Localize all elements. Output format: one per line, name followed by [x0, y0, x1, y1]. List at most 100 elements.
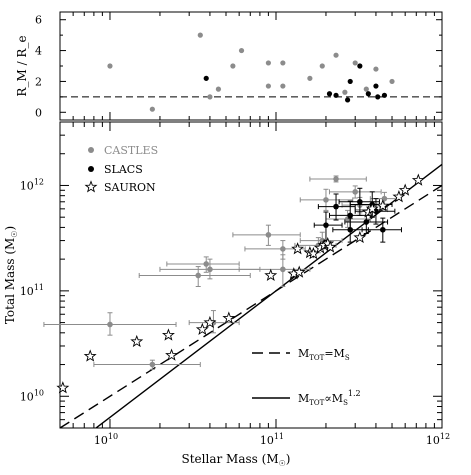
sauron-star-point — [376, 199, 390, 212]
slacs-ratio-point — [373, 83, 379, 89]
line-key-dashed-label: MTOT=MS — [298, 347, 350, 362]
main-y-tick-label: 1010 — [20, 388, 44, 403]
slacs-point — [323, 222, 329, 228]
castles-ratio-point — [197, 32, 203, 38]
castles-point — [280, 266, 286, 273]
castles-ratio-point — [107, 63, 113, 69]
castles-ratio-point — [352, 60, 358, 66]
legend-star-shape — [84, 180, 98, 193]
sauron-star-point — [203, 315, 217, 329]
sauron-star-point — [398, 183, 412, 196]
x-axis-label: Stellar Mass (M☉) — [182, 452, 291, 468]
slacs-point — [347, 212, 354, 219]
legend: CASTLES SLACS SAURON — [84, 144, 158, 194]
top-points — [107, 32, 395, 112]
sauron-star-point — [353, 230, 367, 244]
slacs-point — [347, 226, 354, 233]
sauron-star-point — [56, 381, 70, 394]
power-law-line — [94, 163, 442, 428]
castles-point — [280, 246, 286, 252]
castles-ratio-point — [265, 60, 271, 66]
main-x-tick-label: 1011 — [260, 432, 284, 447]
legend-slacs-label: SLACS — [104, 163, 143, 176]
sauron-star-point — [83, 349, 97, 362]
sauron-star-point — [392, 190, 406, 203]
equality-line — [60, 184, 442, 428]
slacs-ratio-point — [381, 92, 388, 98]
main-y-ticks: 1010 1011 1012 — [20, 121, 442, 429]
castles-point — [149, 361, 156, 368]
castles-ratio-point — [280, 60, 286, 66]
main-y-tick-label: 1011 — [20, 283, 44, 298]
castles-ratio-point — [149, 106, 155, 112]
sauron-star-point — [323, 240, 337, 253]
castles-point — [207, 266, 213, 273]
castles-ratio-point — [307, 75, 313, 81]
sauron-star-point — [222, 311, 236, 324]
slacs-point — [333, 203, 339, 210]
castles-point — [203, 261, 210, 267]
y-axis-label: Total Mass (M☉) — [3, 226, 19, 324]
main-panel-frame — [59, 121, 443, 429]
main-x-tick-label: 1012 — [426, 432, 450, 447]
main-panel: 1010 1011 1012 1010 1011 1012 CASTLES SLACS … — [3, 121, 450, 468]
slacs-ratio-point — [347, 78, 353, 85]
slacs-point — [380, 226, 386, 233]
castles-ratio-point — [333, 52, 339, 58]
slacs-ratio-point — [375, 94, 381, 100]
main-x-ticks: 1010 1011 1012 — [59, 122, 450, 447]
slacs-ratio-point — [365, 91, 371, 97]
sauron-star-point — [161, 328, 175, 341]
slacs-ratio-point — [333, 92, 339, 98]
castles-point — [265, 232, 272, 238]
sauron-star-point — [292, 265, 306, 278]
castles-point — [323, 197, 329, 203]
legend-sauron-marker — [84, 180, 98, 193]
castles-ratio-point — [207, 94, 213, 100]
castles-point — [352, 189, 358, 195]
top-y-tick-label: 2 — [35, 75, 42, 88]
legend-castles-label: CASTLES — [104, 144, 158, 157]
castles-ratio-point — [319, 63, 325, 69]
main-x-tick-label: 1010 — [94, 432, 118, 447]
castles-point — [333, 176, 339, 182]
castles-ratio-point — [342, 89, 348, 95]
sauron-star-point — [165, 348, 179, 361]
main-y-tick-label: 1012 — [20, 177, 44, 192]
sauron-star-point — [411, 173, 425, 186]
slacs-ratio-point — [357, 63, 363, 69]
line-key: MTOT=MS MTOT∝MS1.2 — [252, 347, 361, 407]
slacs-ratio-point — [203, 75, 209, 81]
castles-ratio-point — [389, 78, 395, 85]
top-x-ticks — [59, 12, 443, 120]
sauron-star-point — [291, 242, 305, 255]
castles-ratio-point — [373, 66, 379, 72]
castles-point — [107, 321, 113, 328]
relation-lines — [60, 163, 442, 428]
main-points — [43, 173, 425, 394]
top-panel: 6 4 2 0 R_M / R_e — [15, 11, 443, 121]
top-y-tick-label: 6 — [35, 14, 42, 27]
sauron-star-point — [130, 334, 144, 348]
slacs-ratio-point — [326, 91, 333, 97]
castles-ratio-point — [215, 86, 222, 92]
slacs-point — [357, 198, 363, 205]
castles-ratio-point — [363, 86, 369, 92]
legend-castles-marker — [88, 147, 94, 153]
top-y-tick-label: 4 — [35, 45, 42, 58]
sauron-star-point — [365, 202, 379, 215]
sauron-star-point — [264, 268, 278, 281]
legend-slacs-marker — [88, 166, 94, 172]
top-y-tick-label: 0 — [35, 106, 42, 119]
castles-ratio-point — [265, 83, 271, 89]
castles-ratio-point — [230, 63, 236, 69]
castles-ratio-point — [280, 83, 286, 89]
legend-sauron-label: SAURON — [104, 181, 156, 194]
castles-point — [195, 272, 202, 279]
castles-ratio-point — [238, 47, 245, 54]
top-y-axis-label: R_M / R_e — [15, 35, 29, 96]
line-key-solid-label: MTOT∝MS1.2 — [298, 389, 361, 407]
